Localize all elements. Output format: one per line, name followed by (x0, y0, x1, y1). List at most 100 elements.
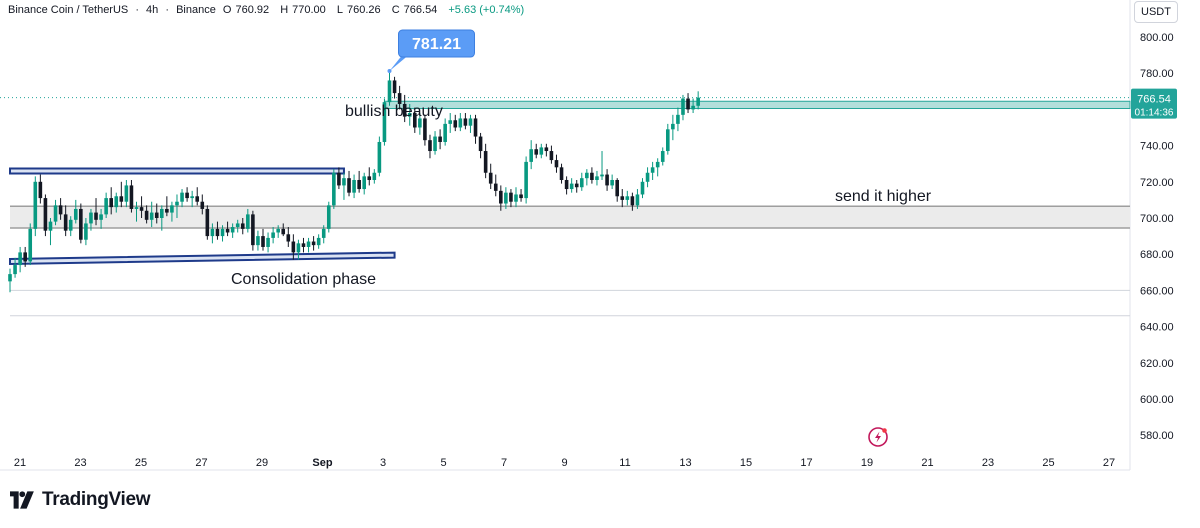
candle (549, 145, 554, 164)
candle-body (483, 151, 488, 173)
candle-body (448, 120, 453, 124)
price-axis[interactable]: 800.00780.00760.00740.00720.00700.00680.… (1140, 32, 1174, 442)
candle-body (625, 196, 630, 200)
candle-body (342, 178, 346, 186)
candle-body (53, 205, 58, 222)
x-tick-label: 5 (440, 457, 446, 469)
candle (190, 190, 194, 208)
candle (205, 205, 210, 240)
ohlc-open: O 760.92 (222, 4, 270, 16)
candle (407, 103, 412, 126)
candle-body (38, 181, 43, 199)
candle (681, 94, 685, 121)
candle-body (154, 212, 159, 218)
candle (48, 218, 53, 246)
x-tick-label: 13 (679, 457, 691, 469)
candle (686, 93, 690, 114)
candle-body (185, 192, 189, 199)
candle-body (271, 232, 275, 238)
tradingview-logo-icon (10, 491, 34, 509)
candle (337, 167, 341, 190)
price-tag-value: 766.54 (1137, 94, 1171, 106)
candle (311, 236, 316, 251)
candle-body (225, 228, 230, 233)
candle-body (18, 252, 22, 266)
candle-body (220, 228, 225, 237)
x-tick-label: 9 (561, 457, 567, 469)
callout-pointer (389, 56, 408, 72)
time-axis[interactable]: 21 23 25 27 29 Sep 3 5 7 9 11 13 15 17 19 21 23 25 27 (14, 457, 1115, 469)
candle (94, 198, 98, 226)
symbol-legend[interactable]: Binance Coin / TetherUS · 4h · Binance O… (8, 4, 528, 16)
candle-body (478, 136, 483, 152)
candle (645, 167, 650, 188)
candle (630, 192, 635, 211)
currency-button[interactable]: USDT (1134, 1, 1178, 23)
candle-body (316, 237, 321, 246)
candle-body (463, 118, 468, 126)
candle-body (539, 147, 544, 155)
candle-body (600, 174, 604, 177)
lightning-icon[interactable] (868, 427, 888, 447)
support-zone (10, 206, 1130, 228)
candle (595, 170, 599, 186)
candle (428, 134, 432, 159)
candle-body (676, 114, 680, 124)
candle (448, 113, 453, 133)
candle-body (610, 179, 614, 186)
candle-body (554, 160, 559, 168)
candle-body (230, 227, 235, 233)
callout-box (398, 29, 475, 58)
candle-body (433, 136, 437, 152)
candle (235, 219, 240, 233)
candle-body (367, 176, 372, 180)
candle-body (377, 141, 382, 173)
candle-body (48, 221, 53, 231)
candle (478, 132, 483, 159)
candle-body (144, 210, 149, 220)
candle-body (104, 198, 108, 215)
candle (58, 198, 63, 220)
candle (33, 176, 38, 237)
y-tick-label: 800.00 (1140, 32, 1174, 44)
candle-body (129, 185, 134, 209)
candle (493, 174, 498, 197)
candle-body (382, 102, 387, 142)
candle (347, 170, 351, 197)
candle-body (402, 103, 407, 117)
candle (246, 208, 250, 233)
candle-body (691, 105, 695, 110)
candle (418, 113, 422, 135)
candle (79, 203, 83, 244)
candle (443, 118, 447, 146)
candle-body (94, 212, 98, 220)
candle-body (640, 181, 645, 195)
candle (291, 234, 296, 260)
candle-body (321, 228, 326, 238)
candle-body (139, 207, 144, 211)
candle (509, 189, 513, 208)
candle-body (585, 172, 589, 179)
candle-body (397, 93, 402, 104)
candle-body (630, 196, 635, 206)
y-tick-label: 720.00 (1140, 177, 1174, 189)
candle (529, 140, 533, 170)
tradingview-logo[interactable]: TradingView (10, 489, 151, 511)
candle (600, 151, 604, 180)
candle (650, 161, 655, 180)
candle-body (407, 113, 412, 117)
candle-body (595, 176, 599, 180)
candle (640, 178, 645, 199)
candle (382, 98, 387, 146)
candle (139, 196, 144, 218)
tradingview-wordmark: TradingView (42, 489, 151, 510)
candle-body (296, 243, 301, 253)
candle-body (190, 196, 194, 199)
candle-body (240, 223, 245, 229)
channel-lower-line (9, 251, 396, 265)
x-tick-label: 25 (135, 457, 147, 469)
candle-body (180, 192, 184, 202)
candle-body (205, 208, 210, 237)
candle-body (215, 228, 220, 237)
